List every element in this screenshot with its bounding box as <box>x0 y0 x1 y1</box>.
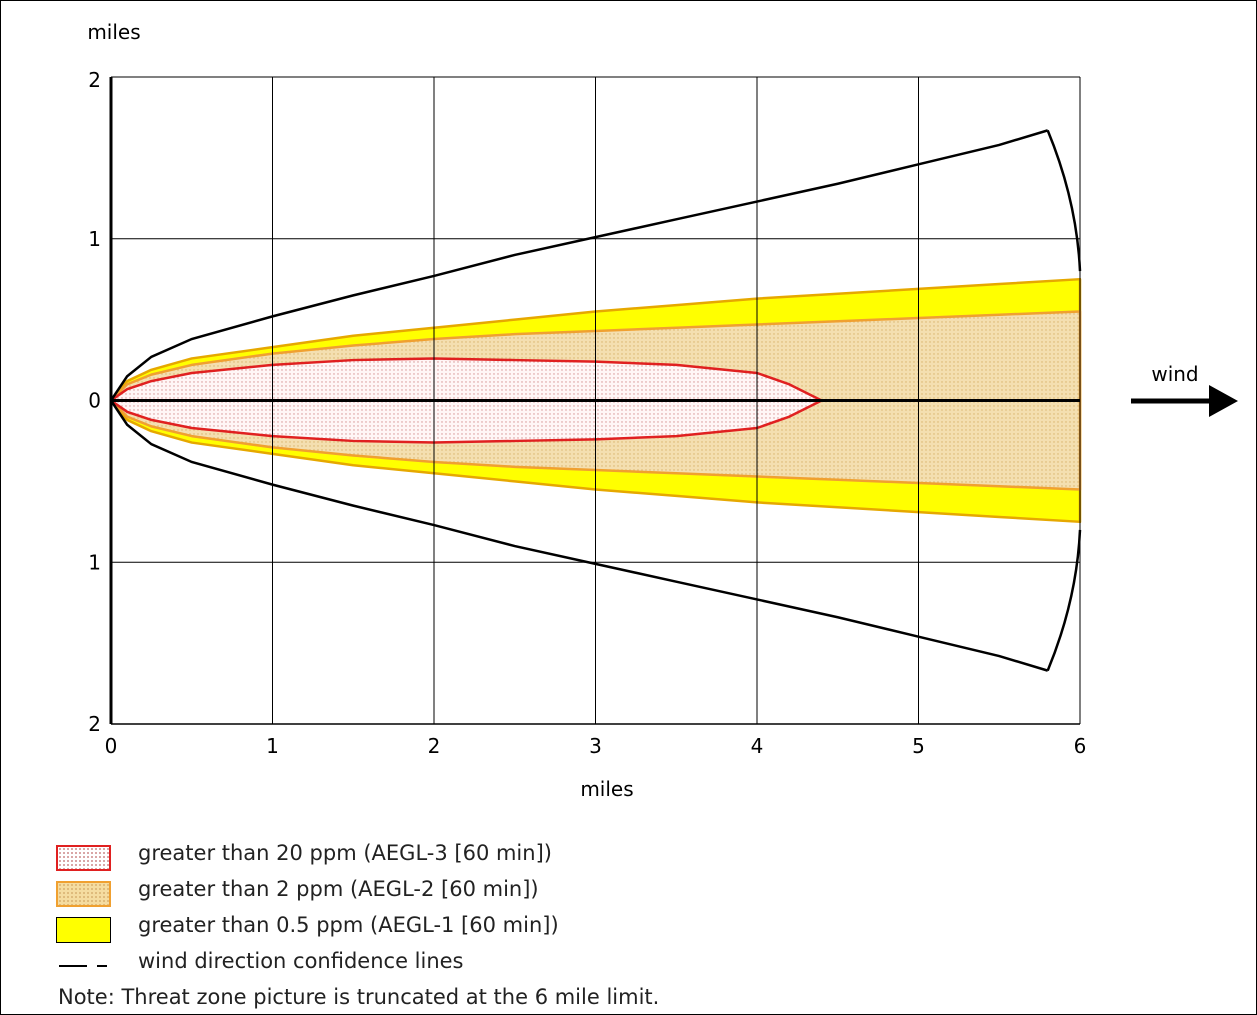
legend-label-aegl3: greater than 20 ppm (AEGL-3 [60 min]) <box>138 841 552 865</box>
legend-label-aegl1: greater than 0.5 ppm (AEGL-1 [60 min]) <box>138 913 559 937</box>
wind-label: wind <box>1151 362 1198 386</box>
y-tick-label: 2 <box>88 712 101 736</box>
legend-label-confidence: wind direction confidence lines <box>138 949 464 973</box>
confidence-arc-lower <box>1048 530 1080 671</box>
x-axis-title: miles <box>580 777 633 801</box>
y-axis-title: miles <box>87 20 140 44</box>
x-tick-label: 4 <box>751 734 764 758</box>
x-tick-label: 5 <box>912 734 925 758</box>
y-tick-label: 0 <box>88 389 101 413</box>
x-tick-label: 0 <box>105 734 118 758</box>
truncation-note: Note: Threat zone picture is truncated a… <box>58 985 659 1009</box>
confidence-line-swatch <box>59 965 109 967</box>
x-tick-label: 1 <box>266 734 279 758</box>
threat-zone-plot: 0 1 2 3 4 5 6 2 1 0 1 2 miles miles wind <box>1 1 1256 831</box>
x-tick-label: 2 <box>428 734 441 758</box>
aegl2-swatch <box>56 881 111 907</box>
aegl3-swatch <box>56 845 111 871</box>
legend-label-aegl2: greater than 2 ppm (AEGL-2 [60 min]) <box>138 877 539 901</box>
x-tick-label: 3 <box>589 734 602 758</box>
y-tick-label: 2 <box>88 68 101 92</box>
y-tick-label: 1 <box>88 227 101 251</box>
confidence-arc-upper <box>1048 130 1080 271</box>
y-tick-label: 1 <box>88 550 101 574</box>
wind-arrow-icon <box>1209 385 1238 417</box>
x-tick-label: 6 <box>1074 734 1087 758</box>
aegl1-swatch <box>56 917 111 943</box>
grid-layer <box>111 77 1080 724</box>
